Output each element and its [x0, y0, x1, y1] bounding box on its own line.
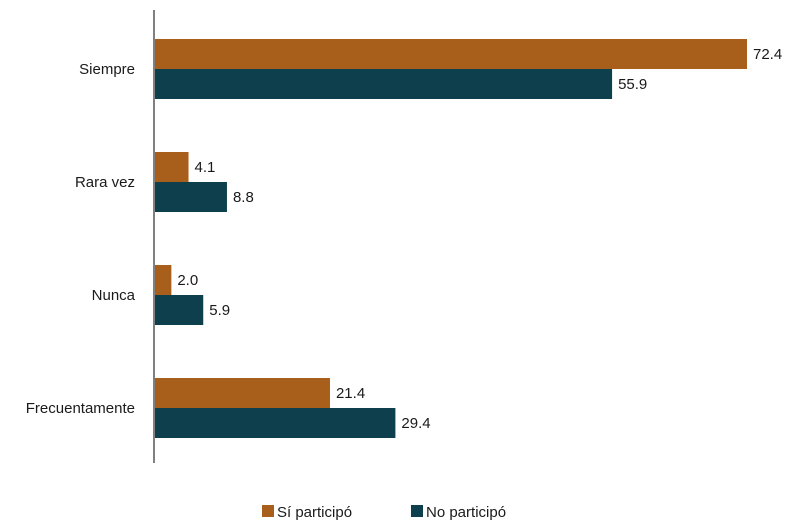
bar-si-participo-siempre [155, 39, 747, 69]
legend-swatch-si-participo [262, 505, 274, 517]
legend-label-si-participo: Sí participó [277, 504, 352, 521]
category-label-frecuentamente: Frecuentamente [26, 400, 135, 417]
value-label-no-participo-rara-vez: 8.8 [233, 189, 254, 206]
value-label-si-participo-nunca: 2.0 [177, 272, 198, 289]
bar-no-participo-nunca [155, 295, 204, 325]
bar-si-participo-rara-vez [155, 152, 189, 182]
category-label-siempre: Siempre [79, 61, 135, 78]
bar-si-participo-nunca [155, 265, 172, 295]
legend: Sí participó No participó [262, 504, 506, 521]
bar-no-participo-rara-vez [155, 182, 227, 212]
legend-label-no-participo: No participó [426, 504, 506, 521]
value-label-no-participo-frecuentamente: 29.4 [401, 415, 430, 432]
bar-no-participo-frecuentamente [155, 408, 396, 438]
value-label-no-participo-nunca: 5.9 [209, 302, 230, 319]
value-label-no-participo-siempre: 55.9 [618, 76, 647, 93]
bar-si-participo-frecuentamente [155, 378, 330, 408]
legend-swatch-no-participo [411, 505, 423, 517]
category-label-rara-vez: Rara vez [75, 174, 135, 191]
value-label-si-participo-siempre: 72.4 [753, 46, 782, 63]
labels-layer: Siempre 72.4 55.9 Rara vez 4.1 8.8 Nunca 2.0 5.9… [26, 46, 782, 432]
category-label-nunca: Nunca [92, 287, 136, 304]
bars-layer [155, 39, 747, 438]
bar-no-participo-siempre [155, 69, 613, 99]
value-label-si-participo-frecuentamente: 21.4 [336, 385, 365, 402]
value-label-si-participo-rara-vez: 4.1 [195, 159, 216, 176]
